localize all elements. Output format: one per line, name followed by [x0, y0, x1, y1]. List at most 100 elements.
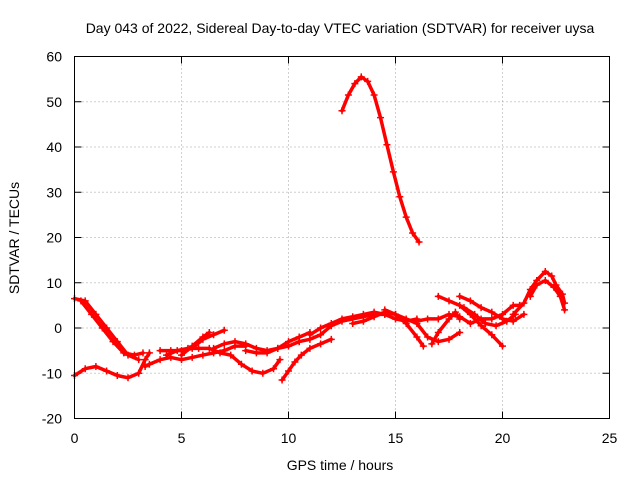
- plot-frame: [74, 56, 610, 419]
- data-point: [357, 73, 365, 81]
- x-tick-labels: 0 5 10 15 20 25: [71, 430, 618, 446]
- data-point: [188, 353, 196, 361]
- data-point: [178, 351, 185, 359]
- data-point: [445, 297, 453, 305]
- data-point: [434, 329, 442, 337]
- data-point: [81, 365, 89, 373]
- y-tick-label: 40: [46, 139, 62, 155]
- data-point: [389, 168, 397, 176]
- data-point: [327, 335, 335, 343]
- data-point: [359, 310, 367, 318]
- data-point: [451, 308, 459, 316]
- data-point: [135, 369, 143, 377]
- x-tick-label: 10: [281, 430, 297, 446]
- data-point: [216, 349, 224, 357]
- data-point: [113, 372, 121, 380]
- data-point: [237, 360, 245, 368]
- data-point: [88, 310, 96, 318]
- data-point: [259, 369, 267, 377]
- data-point: [488, 315, 496, 323]
- data-point: [466, 297, 474, 305]
- data-point: [434, 292, 442, 300]
- data-point: [381, 306, 389, 314]
- data-point: [92, 362, 100, 370]
- data-point: [492, 322, 500, 330]
- data-point: [242, 340, 250, 348]
- data-point: [270, 365, 278, 373]
- y-axis-label: SDTVAR / TECUs: [6, 182, 22, 294]
- x-axis-label: GPS time / hours: [287, 457, 394, 473]
- data-point: [428, 340, 436, 348]
- y-tick-label: 30: [46, 184, 62, 200]
- data-point: [402, 315, 410, 323]
- data-point: [460, 304, 468, 312]
- data-point: [103, 367, 111, 375]
- data-point: [210, 331, 218, 339]
- data-point: [210, 344, 218, 352]
- data-point: [220, 340, 228, 348]
- data-point: [349, 319, 357, 327]
- data-point: [396, 193, 404, 201]
- data-point: [98, 324, 106, 332]
- data-point: [550, 283, 558, 291]
- data-point: [541, 276, 549, 284]
- data-point: [109, 338, 117, 346]
- data-point: [276, 356, 284, 364]
- data-point: [424, 333, 432, 341]
- data-point: [124, 374, 132, 382]
- data-point: [274, 344, 282, 352]
- data-point: [317, 331, 325, 339]
- data-point: [456, 315, 464, 323]
- data-point: [445, 335, 453, 343]
- data-point: [413, 317, 421, 325]
- data-point: [130, 351, 138, 359]
- data-point: [481, 319, 489, 327]
- x-tick-label: 5: [178, 430, 186, 446]
- data-point: [477, 322, 485, 330]
- data-point: [327, 319, 335, 327]
- chart-title: Day 043 of 2022, Sidereal Day-to-day VTE…: [86, 20, 595, 36]
- data-point: [285, 338, 292, 346]
- data-point: [306, 331, 314, 339]
- data-point: [263, 349, 271, 357]
- data-point: [520, 310, 528, 318]
- data-point: [471, 310, 479, 318]
- data-point: [297, 351, 305, 359]
- data-point: [499, 342, 506, 350]
- data-point: [291, 358, 299, 366]
- data-point: [413, 333, 421, 341]
- data-point: [392, 310, 399, 318]
- series-sat-20: [462, 305, 518, 328]
- data-point: [434, 338, 442, 346]
- data-point: [145, 360, 153, 368]
- grid: [74, 56, 610, 419]
- data-point: [520, 299, 528, 307]
- data-point: [317, 324, 325, 332]
- data-point: [364, 77, 372, 85]
- data-point: [509, 301, 517, 309]
- series-sat-7: [179, 330, 212, 357]
- data-point: [120, 349, 128, 357]
- data-point: [556, 292, 564, 300]
- x-tick-label: 0: [71, 430, 79, 446]
- data-point: [456, 301, 464, 309]
- y-tick-label: 10: [46, 275, 62, 291]
- data-point: [466, 319, 474, 327]
- x-tick-label: 25: [602, 430, 618, 446]
- data-point: [548, 272, 556, 280]
- x-tick-label: 15: [388, 430, 404, 446]
- data-point: [139, 349, 147, 357]
- data-point: [541, 267, 549, 275]
- data-point: [533, 281, 541, 289]
- y-tick-label: 20: [46, 230, 62, 246]
- data-point: [199, 351, 207, 359]
- y-tick-label: 50: [46, 94, 62, 110]
- y-tick-label: 0: [54, 320, 62, 336]
- data-point: [344, 91, 352, 99]
- data-point: [477, 304, 485, 312]
- series-layer: [71, 73, 569, 384]
- data-point: [167, 347, 175, 355]
- y-tick-labels: -20 -10 0 10 20 30 40 50 60: [42, 49, 62, 427]
- data-point: [488, 331, 496, 339]
